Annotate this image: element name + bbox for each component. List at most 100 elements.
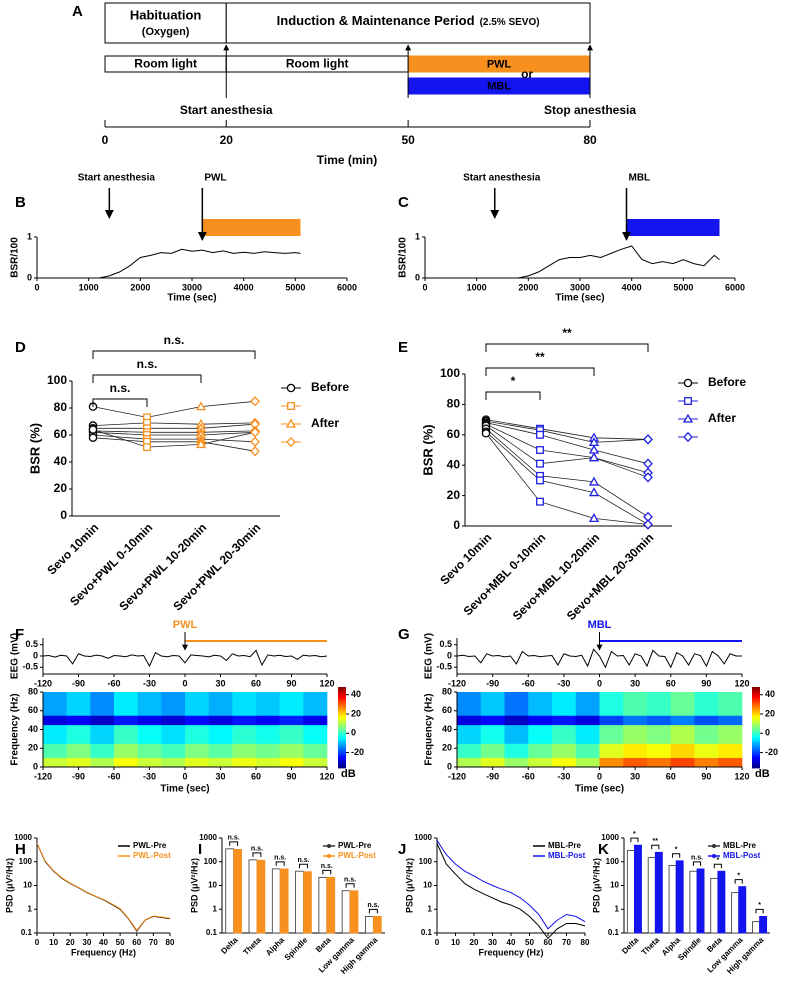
significance-label: n.s. [367, 902, 379, 909]
data-point [588, 476, 600, 486]
legend-marker [285, 418, 297, 428]
data-point [536, 430, 544, 439]
y-tick-label: 0 [33, 761, 38, 771]
x-tick-label: 0 [597, 771, 602, 781]
y-tick-label: 0.5 [439, 639, 452, 649]
heatmap-cell [694, 743, 719, 758]
heatmap-cell [90, 724, 115, 744]
colorbar-segment [338, 758, 346, 761]
colorbar-segment [752, 715, 760, 719]
heatmap-cell [66, 757, 91, 768]
legend-marker [684, 397, 692, 405]
heatmap-cell [670, 743, 695, 758]
significance-label: * [633, 831, 636, 838]
bar [634, 844, 642, 934]
colorbar-segment [752, 714, 760, 717]
heatmap-cell [575, 743, 600, 758]
legend-marker [287, 402, 295, 410]
y-tick-label: 0 [447, 650, 452, 660]
colorbar-segment [752, 760, 760, 763]
colorbar-segment [338, 748, 346, 752]
x-axis-label: Time (min) [317, 153, 377, 167]
y-tick-label: 1000 [601, 833, 619, 842]
significance-bracket [92, 398, 148, 407]
significance-label: ** [535, 350, 545, 364]
colorbar-segment [338, 704, 346, 707]
y-tick-label: 0 [60, 508, 67, 522]
heatmap-cell [528, 715, 553, 726]
colorbar-segment [338, 715, 346, 719]
bar [233, 849, 242, 934]
heatmap-cell [718, 724, 743, 744]
x-tick-label: 60 [666, 771, 676, 781]
colorbar-segment [338, 746, 346, 750]
significance-label: ** [653, 838, 659, 845]
heatmap-cell [137, 724, 162, 744]
significance-label: n.s. [137, 357, 158, 371]
colorbar-segment [338, 700, 346, 703]
subject-line [485, 422, 649, 465]
colorbar-segment [752, 700, 760, 703]
x-tick-label: 0 [422, 282, 427, 292]
light-label: PWL [487, 58, 512, 70]
colorbar-segment [752, 694, 760, 698]
heatmap-cell [718, 757, 743, 768]
colorbar-segment [752, 754, 760, 757]
y-axis-label: PSD (μV²/Hz) [404, 858, 414, 913]
data-point [250, 396, 260, 407]
colorbar-segment [752, 698, 760, 701]
heatmap-cell [185, 743, 209, 758]
y-tick-label: 80 [447, 397, 461, 411]
legend-label: MBL-Post [548, 851, 586, 860]
colorbar-segment [752, 756, 760, 759]
heatmap-cell [90, 743, 115, 758]
legend-marker [683, 378, 693, 388]
colorbar-segment [752, 746, 760, 750]
colorbar-segment [752, 688, 760, 692]
significance-label: * [716, 857, 719, 864]
y-tick-label: 1000 [14, 833, 32, 842]
bar [717, 870, 726, 934]
phase-note: (2.5% SEVO) [480, 17, 540, 28]
colorbar-segment [338, 696, 346, 699]
event-label: Start anesthesia [78, 173, 156, 184]
data-point [250, 436, 260, 447]
x-tick-label: 0 [597, 678, 602, 688]
y-tick-label: 60 [54, 427, 68, 441]
colorbar-segment [338, 741, 346, 744]
bar [759, 915, 768, 934]
heatmap-cell [43, 692, 67, 716]
colorbar-segment [752, 750, 760, 753]
heatmap-cell [552, 715, 577, 726]
colorbar-segment [752, 712, 760, 715]
bar [738, 886, 747, 934]
subject-line [485, 423, 649, 474]
colorbar-tick-label: 0 [765, 728, 770, 738]
y-tick-label: 80 [28, 686, 38, 696]
significance-bracket [755, 908, 764, 914]
heatmap-cell [670, 692, 695, 716]
colorbar-label: dB [341, 768, 356, 780]
bar [372, 915, 382, 934]
stimulus-bar [626, 219, 720, 236]
data-point [588, 513, 600, 523]
x-tick-label: 60 [132, 938, 141, 947]
heatmap-cell [232, 715, 257, 726]
y-tick-label: 0.1 [608, 928, 620, 937]
significance-bracket [734, 879, 743, 884]
x-tick-label: -60 [522, 771, 535, 781]
y-tick-label: 1 [28, 904, 33, 913]
heatmap-cell [256, 692, 280, 716]
colorbar-segment [752, 721, 760, 725]
subject-line [92, 422, 256, 426]
colorbar-segment [338, 694, 346, 698]
data-point [195, 439, 207, 449]
x-tick-label: 0 [182, 771, 187, 781]
y-tick-label: 1 [213, 904, 218, 913]
significance-bracket [485, 367, 595, 376]
heatmap-cell [185, 757, 209, 768]
heatmap-cell [670, 715, 695, 726]
y-tick-label: 1 [428, 904, 433, 913]
colorbar-segment [338, 714, 346, 717]
